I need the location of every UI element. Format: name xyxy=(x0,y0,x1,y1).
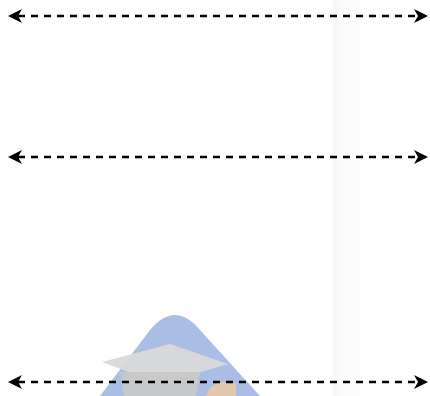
arrow-3 xyxy=(8,375,428,389)
arrow-1-right-head xyxy=(414,9,428,23)
arrow-3-left-head xyxy=(8,375,22,389)
arrow-2 xyxy=(8,150,428,164)
arrow-3-right-head xyxy=(414,375,428,389)
arrow-2-left-head xyxy=(8,150,22,164)
arrow-1-left-head xyxy=(8,9,22,23)
side-panel-shading xyxy=(333,0,430,396)
arrow-2-right-head xyxy=(414,150,428,164)
arrow-1 xyxy=(8,9,428,23)
